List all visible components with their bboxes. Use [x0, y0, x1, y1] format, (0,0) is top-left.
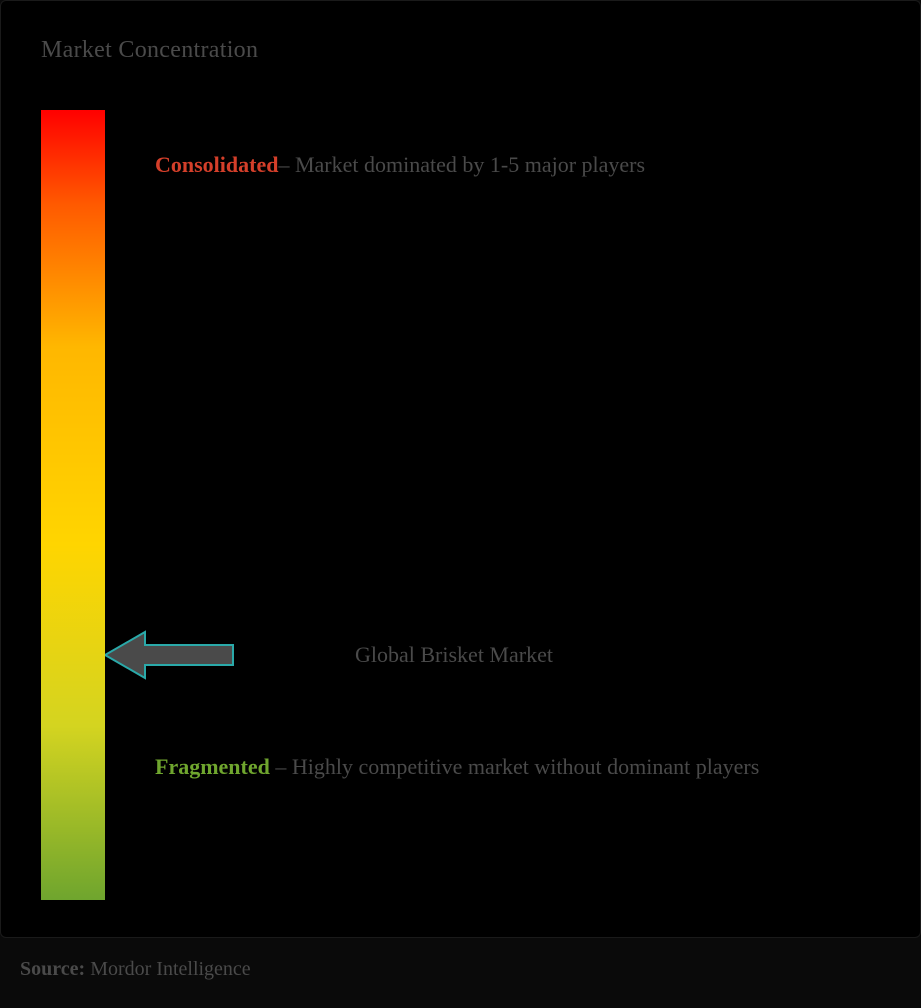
source-label: Source: — [20, 958, 85, 980]
gradient-bar — [41, 110, 105, 900]
consolidated-lead: Consolidated — [155, 152, 278, 177]
source-line: Source: Mordor Intelligence — [20, 958, 251, 981]
source-value: Mordor Intelligence — [85, 958, 251, 980]
chart-card: Market Concentration Consolidated– Marke… — [0, 0, 921, 938]
labels-area: Consolidated– Market dominated by 1-5 ma… — [155, 110, 880, 900]
consolidated-description: Consolidated– Market dominated by 1-5 ma… — [155, 146, 880, 183]
arrow-left-icon — [105, 628, 235, 682]
gradient-bar-wrap — [41, 110, 105, 900]
marker-row: Global Brisket Market — [105, 628, 553, 682]
chart-content: Consolidated– Market dominated by 1-5 ma… — [41, 110, 880, 900]
fragmented-rest: – Highly competitive market without domi… — [270, 754, 759, 779]
consolidated-rest: – Market dominated by 1-5 major players — [278, 152, 645, 177]
fragmented-description: Fragmented – Highly competitive market w… — [155, 748, 880, 785]
arrow-shape — [105, 632, 233, 678]
fragmented-lead: Fragmented — [155, 754, 270, 779]
marker-label: Global Brisket Market — [355, 642, 553, 668]
chart-title: Market Concentration — [41, 37, 880, 64]
